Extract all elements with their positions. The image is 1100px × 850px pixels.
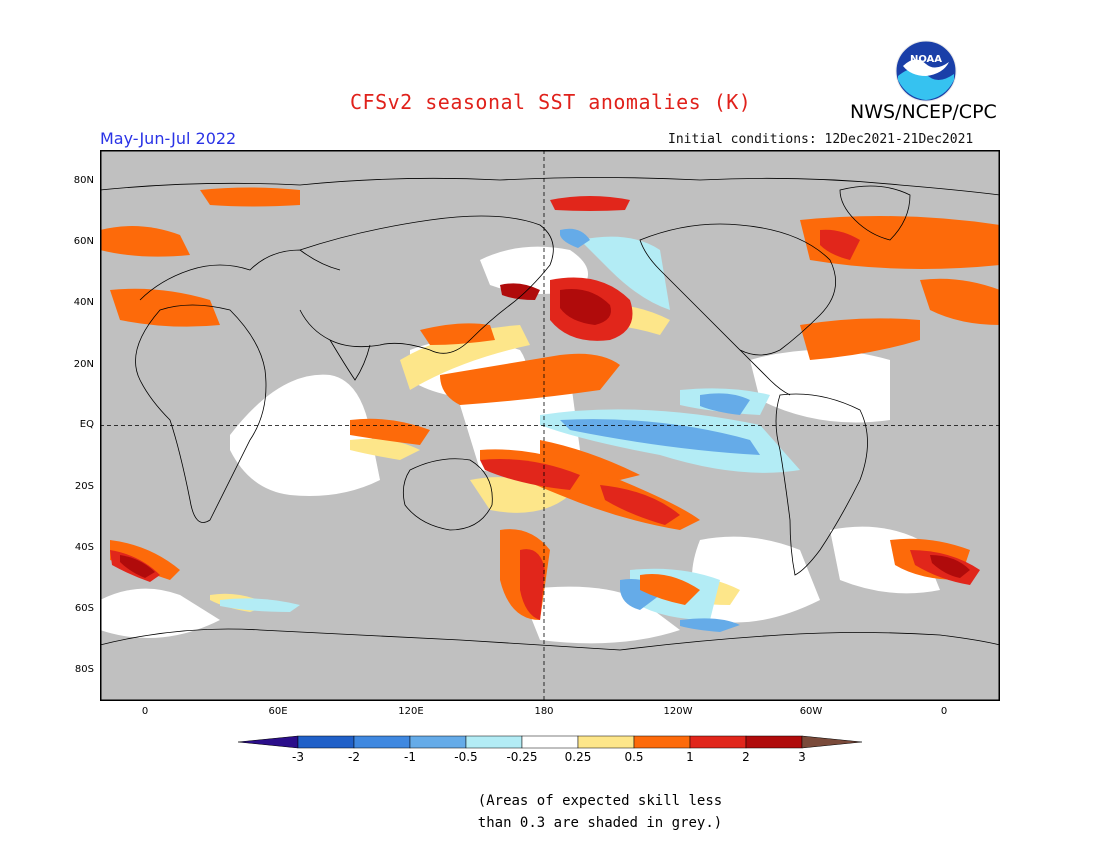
lat-label: 80N <box>73 175 94 186</box>
lon-label: 120E <box>398 706 424 717</box>
season-label: May-Jun-Jul 2022 <box>100 129 237 148</box>
lon-label: 60E <box>268 706 288 717</box>
chart-title: CFSv2 seasonal SST anomalies (K) <box>350 90 752 114</box>
coastlines <box>100 177 1000 651</box>
colorbar-cell <box>353 735 411 749</box>
noaa-logo: NOAA <box>895 40 957 102</box>
map-frame <box>100 150 1000 701</box>
lon-label: 0 <box>940 706 948 717</box>
colorbar-cell <box>745 735 803 749</box>
colorbar-cell <box>577 735 635 749</box>
colorbar-cell <box>465 735 523 749</box>
lat-label: 80S <box>74 664 94 675</box>
initial-conditions-label: Initial conditions: 12Dec2021-21Dec2021 <box>668 132 974 147</box>
colorbar-label: 0.25 <box>564 750 592 764</box>
colorbar-label: -3 <box>292 750 304 764</box>
lat-label: EQ <box>79 419 94 430</box>
colorbar-cell <box>633 735 691 749</box>
anomaly-2-3 <box>120 283 970 578</box>
lat-label: 40S <box>74 542 94 553</box>
org-label: NWS/NCEP/CPC <box>850 101 997 123</box>
lat-label: 20N <box>73 359 94 370</box>
colorbar-cell <box>689 735 747 749</box>
colorbar-label: -0.5 <box>454 750 478 764</box>
colorbar-label: -2 <box>348 750 360 764</box>
lon-label: 180 <box>534 706 554 717</box>
skill-note-line: than 0.3 are shaded in grey.) <box>477 815 723 831</box>
colorbar-cell <box>521 735 579 749</box>
colorbar-label: -1 <box>404 750 416 764</box>
sst-anomaly-map <box>100 150 1000 701</box>
colorbar-label: 1 <box>686 750 694 764</box>
lon-label: 60W <box>799 706 823 717</box>
colorbar-label: 0.5 <box>624 750 644 764</box>
lon-label: 120W <box>663 706 693 717</box>
colorbar <box>238 735 862 749</box>
colorbar-label: 3 <box>798 750 806 764</box>
lat-label: 60S <box>74 603 94 614</box>
svg-text:NOAA: NOAA <box>910 54 942 65</box>
colorbar-cell <box>801 735 862 749</box>
lat-label: 40N <box>73 297 94 308</box>
colorbar-cell <box>297 735 355 749</box>
lat-label: 60N <box>73 236 94 247</box>
colorbar-cell <box>238 735 299 749</box>
colorbar-label: 2 <box>742 750 750 764</box>
colorbar-label: -0.25 <box>506 750 538 764</box>
lon-label: 0 <box>141 706 149 717</box>
colorbar-cell <box>409 735 467 749</box>
lat-label: 20S <box>74 481 94 492</box>
anomaly-neg-1-0.5 <box>560 228 760 632</box>
skill-note: (Areas of expected skill less than 0.3 a… <box>470 790 730 834</box>
skill-note-line: (Areas of expected skill less <box>477 793 723 809</box>
